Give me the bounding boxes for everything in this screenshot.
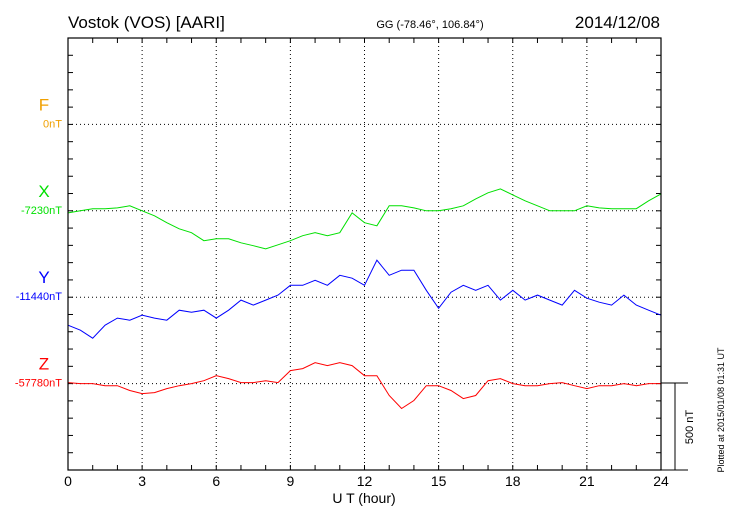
plotted-note: Plotted at 2015/01/08 01:31 UT [716,347,726,473]
date-label: 2014/12/08 [575,13,660,32]
x-tick-label: 6 [212,473,220,489]
grid: 0 3 6 9 12 15 18 21 24 [64,37,669,489]
x-tick-label: 9 [286,473,294,489]
station-title: Vostok (VOS) [AARI] [68,13,225,32]
coords-label: GG (-78.46°, 106.84°) [376,19,483,31]
series-label-z: Z [39,355,49,374]
x-tick-label: 24 [653,473,669,489]
traces [67,188,662,410]
scale-bar: 500 nT [661,382,696,471]
series-label-f: F [39,95,49,114]
x-tick-label: 0 [64,473,72,489]
series-label-y: Y [38,268,49,287]
scale-label: 500 nT [684,410,696,445]
trace-x [67,188,662,250]
baseline-label-y: -11440nT [16,291,63,303]
baseline-label-x: -7230nT [21,205,62,217]
trace-y [67,259,662,339]
x-tick-label: 15 [431,473,447,489]
x-tick-label: 21 [579,473,595,489]
x-axis-label: U T (hour) [332,490,395,506]
series-labels: F 0nT X -7230nT Y -11440nT Z -57780nT [15,95,62,389]
x-tick-label: 18 [505,473,521,489]
x-tick-label: 12 [357,473,373,489]
baseline-label-f: 0nT [43,118,62,130]
trace-z [67,362,661,410]
baseline-label-z: -57780nT [15,378,62,390]
plot-frame [67,37,662,471]
series-label-x: X [38,182,49,201]
x-tick-label: 3 [138,473,146,489]
